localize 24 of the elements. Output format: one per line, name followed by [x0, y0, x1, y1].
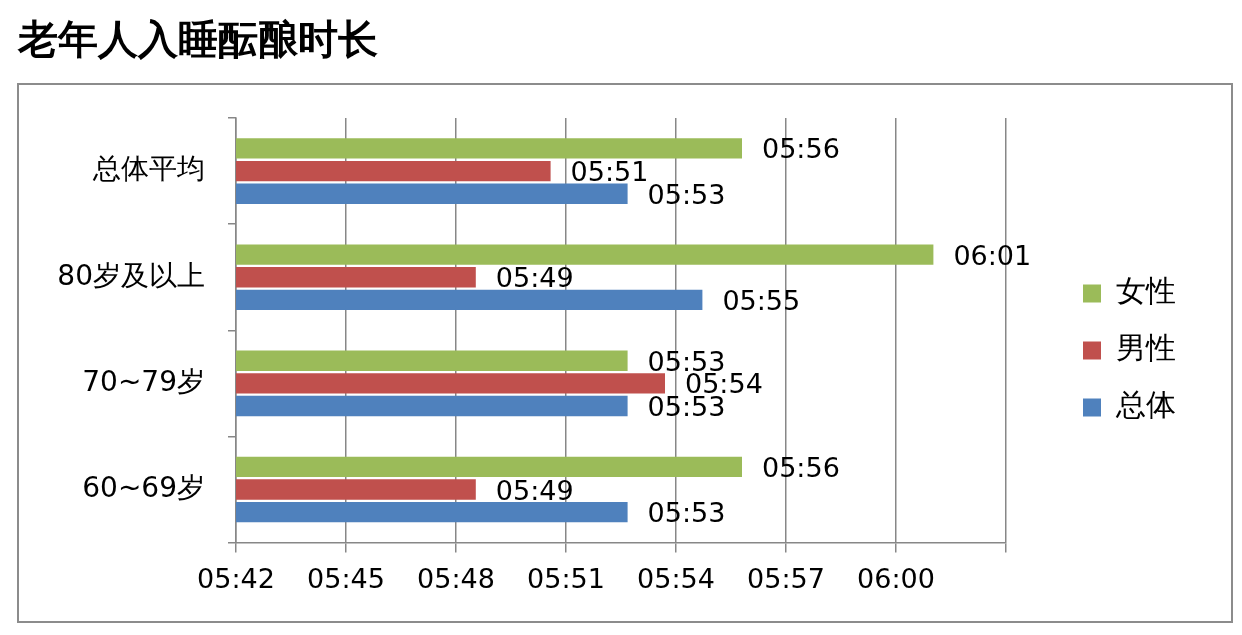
- x-tick-label: 05:57: [747, 562, 825, 594]
- data-label: 05:56: [762, 451, 840, 483]
- chart-title: 老年人入睡酝酿时长: [17, 16, 378, 63]
- data-label: 05:53: [647, 497, 726, 529]
- x-tick-label: 05:51: [527, 562, 605, 594]
- data-label: 05:55: [722, 284, 801, 316]
- legend-label: 男性: [1116, 330, 1176, 366]
- y-tick-label: 70~79岁: [82, 364, 205, 398]
- data-label: 05:51: [570, 156, 649, 188]
- data-label: 05:56: [762, 133, 840, 165]
- data-label: 05:49: [495, 474, 574, 506]
- x-tick-label: 05:48: [417, 562, 495, 594]
- y-tick-label: 60~69岁: [82, 470, 205, 504]
- legend-label: 女性: [1116, 273, 1176, 309]
- x-tick-label: 05:45: [307, 562, 385, 594]
- x-tick-label: 06:00: [857, 562, 935, 594]
- y-tick-label: 80岁及以上: [57, 258, 205, 292]
- x-tick-label: 05:54: [637, 562, 715, 594]
- y-tick-label: 总体平均: [92, 152, 205, 186]
- x-tick-label: 05:42: [197, 562, 275, 594]
- data-label: 05:49: [495, 262, 574, 294]
- data-label: 06:01: [953, 239, 1032, 271]
- data-label: 05:53: [647, 178, 726, 210]
- legend-label: 总体: [1115, 387, 1176, 423]
